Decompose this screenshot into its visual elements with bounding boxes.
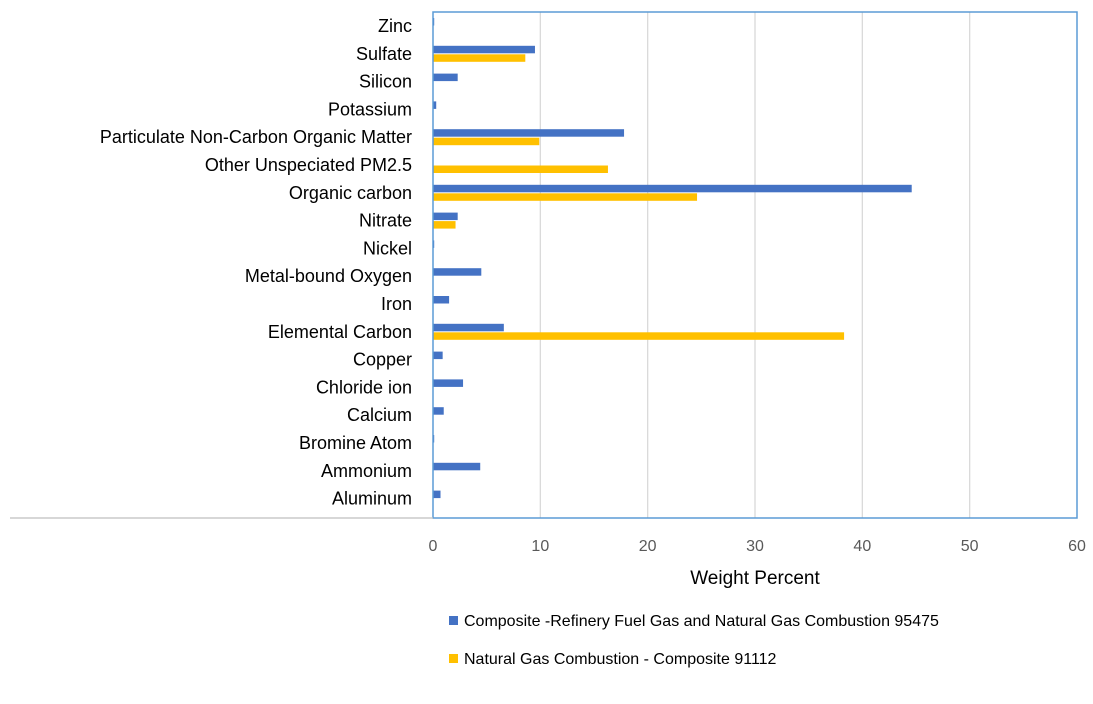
bar-series-2 [433, 193, 698, 201]
bar-series-1 [433, 45, 535, 54]
category-label: Other Unspeciated PM2.5 [205, 155, 412, 175]
legend-label: Natural Gas Combustion - Composite 91112 [464, 651, 777, 668]
bar-series-2 [433, 221, 456, 229]
x-tick-label: 20 [639, 538, 657, 555]
category-label: Elemental Carbon [268, 322, 412, 342]
category-label: Bromine Atom [299, 433, 412, 453]
category-label: Potassium [328, 99, 412, 119]
x-tick-label: 0 [429, 538, 438, 555]
axes [10, 11, 1078, 519]
category-label: Ammonium [321, 461, 412, 481]
bar-series-1 [433, 490, 441, 499]
bar-series-1 [433, 129, 625, 137]
bar-series-1 [433, 101, 437, 109]
bar-series-1 [433, 323, 504, 332]
bar-series-1 [433, 462, 481, 471]
x-tick-label: 50 [961, 538, 979, 555]
bar-series-1 [433, 268, 482, 276]
category-label: Sulfate [356, 44, 412, 64]
category-label: Iron [381, 294, 412, 314]
bar-series-1 [433, 379, 464, 387]
category-label: Chloride ion [316, 377, 412, 397]
bar-series-2 [433, 165, 608, 173]
category-labels: Zinc Sulfate Silicon Potassium Particulate N… [100, 16, 412, 509]
bar-series-1 [433, 73, 458, 82]
legend-swatch [449, 654, 458, 663]
bar-series-1 [433, 407, 444, 415]
bar-series-2 [433, 54, 526, 62]
x-tick-label: 60 [1068, 538, 1086, 555]
category-label: Silicon [359, 72, 412, 92]
bar-series-2 [433, 137, 540, 146]
gridlines [539, 12, 971, 518]
bar-series-2 [433, 332, 845, 340]
x-tick-label: 30 [746, 538, 764, 555]
category-label: Calcium [347, 405, 412, 425]
bar-series-1 [433, 212, 458, 221]
x-tick-labels: 0 10 20 30 40 50 60 [429, 538, 1086, 555]
category-label: Nickel [363, 238, 412, 258]
legend-swatch [449, 616, 458, 625]
bars [433, 18, 912, 499]
bar-series-1 [433, 296, 450, 304]
plot-area-border [432, 11, 1078, 519]
bar-series-1 [433, 351, 443, 360]
category-label: Organic carbon [289, 183, 412, 203]
x-axis-title: Weight Percent [690, 568, 820, 589]
category-label: Metal-bound Oxygen [245, 266, 412, 286]
x-tick-label: 40 [853, 538, 871, 555]
x-tick-label: 10 [531, 538, 549, 555]
category-label: Aluminum [332, 489, 412, 509]
category-label: Particulate Non-Carbon Organic Matter [100, 127, 412, 147]
category-label: Copper [353, 350, 412, 370]
bar-series-1 [433, 184, 912, 193]
legend-label: Composite -Refinery Fuel Gas and Natural… [464, 613, 939, 630]
category-label: Zinc [378, 16, 412, 36]
legend: Composite -Refinery Fuel Gas and Natural… [449, 613, 939, 668]
category-label: Nitrate [359, 211, 412, 231]
